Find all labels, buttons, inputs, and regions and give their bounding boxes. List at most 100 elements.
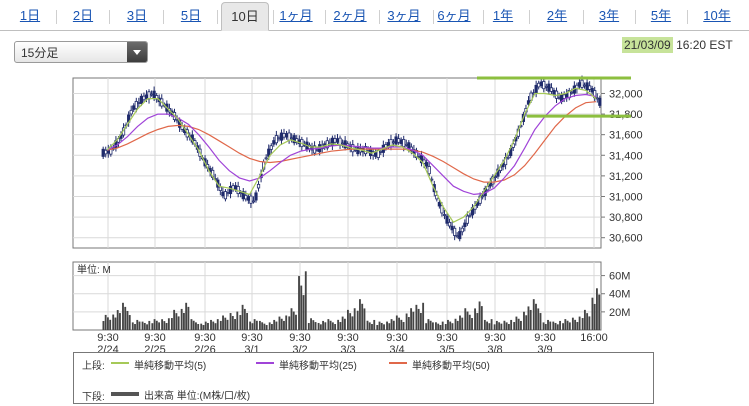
volume-bar [449,321,452,330]
price-candle-body [226,192,230,195]
price-candle-body [175,119,179,122]
volume-bar [407,317,410,330]
volume-bar [324,322,327,330]
volume-bar [537,308,540,330]
volume-bar [571,317,574,330]
price-candle-body [460,227,464,233]
price-candle-body [465,215,469,224]
volume-bar [148,320,151,330]
volume-bar [200,323,203,330]
price-candle-body [149,93,154,96]
volume-bar [119,313,121,330]
volume-bar [307,323,310,330]
volume-bar [124,306,127,330]
volume-bar [574,319,577,330]
volume-bar [564,319,567,330]
timestamp-time: 16:20 EST [676,38,733,52]
volume-bar [410,308,413,330]
volume-bar [246,313,249,330]
price-candle-body [580,79,584,88]
price-candle-body [269,145,273,150]
price-plot-frame [72,77,602,249]
legend-ma5-swatch [111,362,129,364]
xtick-time-8: 9:30 [484,332,505,344]
price-candle-body [287,132,291,141]
volume-bar [593,303,596,330]
ma50-line [106,101,597,183]
volume-bar [552,321,555,330]
tab-1[interactable]: 1日 [19,8,41,23]
volume-bar [158,322,160,330]
volume-bar [275,321,278,330]
volume-bar [278,316,281,330]
price-ytick-label-5: 31,600 [609,130,643,142]
volume-bar [539,313,542,330]
tab-11[interactable]: 2年 [546,8,568,23]
tab-4[interactable]: 5日 [180,8,202,23]
volume-bar [265,325,268,330]
price-candle-body [463,222,467,228]
tab-13[interactable]: 5年 [650,8,672,23]
volume-bar [224,317,227,330]
price-candle-body [399,139,403,144]
price-candle-body [284,133,289,138]
volume-bar [347,309,349,330]
volume-bar [544,324,547,330]
tab-12[interactable]: 3年 [598,8,620,23]
volume-bar [143,322,146,330]
volume-bar [383,324,385,330]
volume-bar [400,319,403,330]
volume-bar [371,324,373,330]
price-candle-body [279,132,284,141]
tab-14[interactable]: 10年 [703,8,731,23]
volume-bar [214,323,217,330]
volume-bar [112,314,115,330]
price-candle-body [249,195,253,204]
price-candle-body [453,227,457,236]
price-candle-body [374,152,378,157]
tab-8[interactable]: 3ヶ月 [387,8,421,23]
price-candle-body [582,84,587,87]
tab-5[interactable]: 10日 [221,2,269,31]
xtick-time-3: 9:30 [241,332,262,344]
price-candle-body [585,82,589,91]
price-candle-body [340,142,345,145]
price-candle-body [565,93,569,98]
volume-bar [464,308,467,330]
volume-bar [258,320,261,330]
price-ytick-label-3: 31,200 [609,171,643,183]
price-candle-body [264,157,268,160]
volume-bar [520,320,522,330]
tab-separator [687,10,688,24]
volume-bar [334,324,337,330]
price-ytick-label-4: 31,400 [609,150,643,162]
volume-bar [422,302,425,330]
price-candle-body [562,94,566,99]
price-candle-body [391,141,396,144]
tab-10[interactable]: 1年 [492,8,514,23]
volume-bar [495,320,498,330]
price-candle-body [422,159,426,164]
interval-select[interactable]: 15分足 [14,41,148,63]
tab-6[interactable]: 1ヶ月 [279,8,313,23]
tab-7[interactable]: 2ヶ月 [333,8,367,23]
volume-bar [165,323,168,330]
interval-select-value: 15分足 [21,46,59,60]
chevron-down-icon[interactable] [127,42,147,62]
price-candle-body [333,138,337,143]
volume-bar [341,316,344,330]
volume-bar [427,319,430,330]
price-candle-body [493,176,497,178]
tab-3[interactable]: 3日 [126,8,148,23]
tab-2[interactable]: 2日 [72,8,94,23]
price-candle-body [221,191,225,197]
volume-bar [231,316,234,330]
volume-bar [591,297,594,330]
volume-bar [292,311,295,330]
tab-9[interactable]: 6ヶ月 [437,8,471,23]
volume-bar [415,304,418,330]
volume-bar [402,322,405,330]
volume-bar [283,320,285,330]
legend-lower-label: 下段: [82,392,105,403]
tab-separator [273,10,274,24]
